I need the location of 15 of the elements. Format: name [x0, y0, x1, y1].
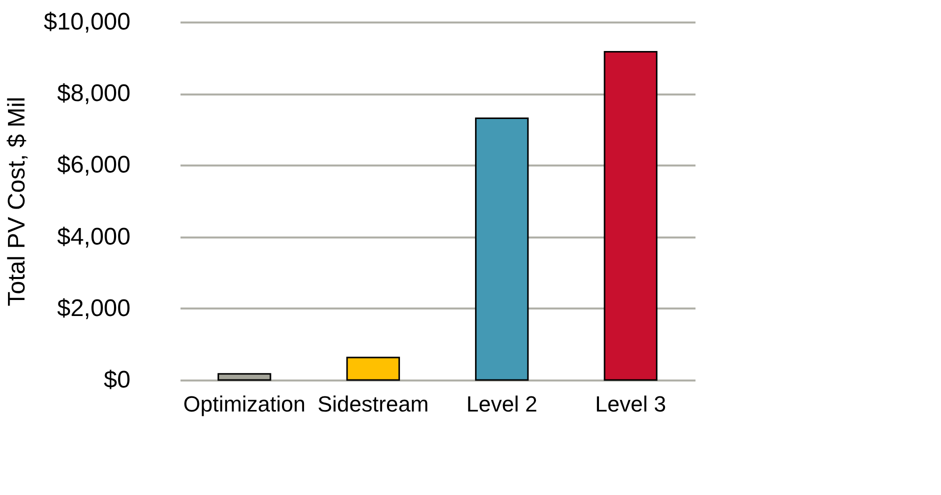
x-tick-label: Sidestream [317, 392, 429, 416]
y-tick-label: $0 [104, 366, 130, 394]
y-tick-label: $8,000 [57, 80, 130, 108]
bar [604, 50, 658, 381]
y-tick-label: $4,000 [57, 223, 130, 250]
bar [346, 356, 400, 381]
bar [475, 118, 529, 381]
y-tick-label: $6,000 [57, 152, 130, 179]
bar [218, 373, 272, 381]
x-tick-label: Level 2 [466, 392, 538, 416]
y-tick-label: $2,000 [57, 294, 130, 322]
x-tick-label: Level 3 [595, 392, 666, 416]
x-tick-label: Optimization [183, 392, 306, 416]
y-tick-label: $10,000 [44, 8, 130, 36]
y-axis-title: Total PV Cost, $ Mil [4, 96, 31, 306]
